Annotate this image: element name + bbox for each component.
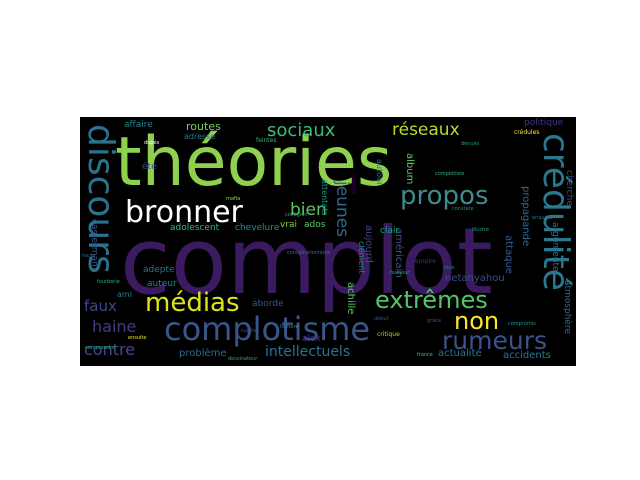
- word-alex: alex: [302, 334, 321, 344]
- word-accidents: accidents: [503, 350, 551, 361]
- word-casterman: casterman: [89, 219, 99, 267]
- word-cherche: cherche: [564, 170, 574, 206]
- word-dessinateur: dessinateur: [228, 356, 258, 362]
- word-achille: achille: [345, 282, 356, 315]
- word-probleme: problème: [179, 348, 227, 359]
- word-illustre: illustré: [472, 227, 489, 233]
- word-histoire: histoire: [280, 324, 299, 330]
- word-compromis: compromis: [508, 321, 536, 327]
- word-ete: été: [142, 162, 157, 172]
- word-intellectuels: intellectuels: [265, 344, 351, 360]
- word-propagande: propagande: [520, 186, 531, 247]
- word-france: france: [417, 352, 433, 358]
- word-auteur: auteur: [147, 279, 177, 289]
- word-journal: journal: [350, 174, 357, 195]
- word-ados: ados: [304, 220, 326, 230]
- word-dupes: dupés: [144, 140, 160, 146]
- word-contre: contre: [84, 340, 136, 359]
- word-cloud: complot théories discours crédulité bron…: [80, 117, 576, 366]
- word-medias: médias: [145, 288, 240, 318]
- word-face: face: [444, 265, 455, 271]
- word-attaque: attaque: [503, 235, 514, 274]
- word-rumeurs: rumeurs: [442, 326, 548, 355]
- word-ensuite: ensuite: [128, 335, 147, 341]
- word-affaire: affaire: [124, 120, 153, 130]
- word-jeunes: jeunes: [332, 181, 352, 238]
- word-argumente: argumente: [550, 222, 560, 272]
- word-sujets: sujets: [241, 328, 256, 334]
- word-complotiste: complotiste: [435, 171, 465, 177]
- word-aborde: aborde: [252, 299, 284, 309]
- word-adepte: adepte: [143, 265, 175, 275]
- word-adresse: adresse: [184, 132, 216, 141]
- word-mafia: mafia: [226, 196, 241, 202]
- word-clement: clément: [357, 241, 366, 274]
- word-enquete: enquête: [532, 215, 553, 221]
- word-autour: autour: [375, 159, 384, 186]
- word-critique: critique: [377, 331, 400, 338]
- word-grace: grâce: [427, 318, 442, 324]
- word-denues: dénués: [461, 141, 480, 147]
- word-faux: faux: [84, 297, 117, 315]
- word-adolescent: adolescent: [170, 223, 220, 233]
- word-empire: empire: [415, 258, 437, 265]
- word-politique: politique: [524, 118, 564, 128]
- word-complot: complot: [120, 208, 493, 315]
- word-netanyahou: netanyahou: [445, 273, 505, 284]
- word-actualite: actualité: [438, 348, 482, 359]
- word-theories: théories: [115, 123, 393, 202]
- word-conspirationniste: conspirationniste: [287, 250, 331, 256]
- word-vrai: vrai: [280, 220, 298, 230]
- word-complotisme: complotisme: [164, 310, 371, 348]
- word-extremes: extrêmes: [375, 286, 488, 314]
- word-chevelure: chevelure: [235, 223, 280, 233]
- word-album: album: [404, 153, 415, 185]
- word-sociaux: sociaux: [267, 120, 336, 141]
- word-non: non: [454, 307, 500, 335]
- word-routes: routes: [186, 120, 221, 133]
- word-humour: humour: [390, 270, 410, 276]
- word-debut: début: [374, 316, 389, 322]
- word-facile: facile: [82, 253, 96, 259]
- word-discours: discours: [80, 124, 121, 274]
- word-reseaux: réseaux: [392, 120, 460, 140]
- word-attentats: attentats: [320, 179, 329, 216]
- word-haine: haine: [92, 317, 137, 336]
- word-clair: clair: [380, 226, 400, 236]
- word-fourberie: fourberie: [97, 279, 120, 285]
- word-atmosphere: atmosphère: [562, 280, 572, 334]
- word-collegien: collégien: [285, 212, 308, 218]
- word-ami: ami: [117, 290, 132, 299]
- word-feintes: feintes: [256, 137, 277, 144]
- word-propos: propos: [400, 181, 489, 211]
- word-bien: bien: [290, 200, 327, 220]
- word-bronner: bronner: [125, 195, 243, 230]
- word-credules: crédules: [514, 129, 540, 136]
- word-comprendre: comprendre: [85, 345, 116, 351]
- word-constate: constate: [452, 206, 474, 212]
